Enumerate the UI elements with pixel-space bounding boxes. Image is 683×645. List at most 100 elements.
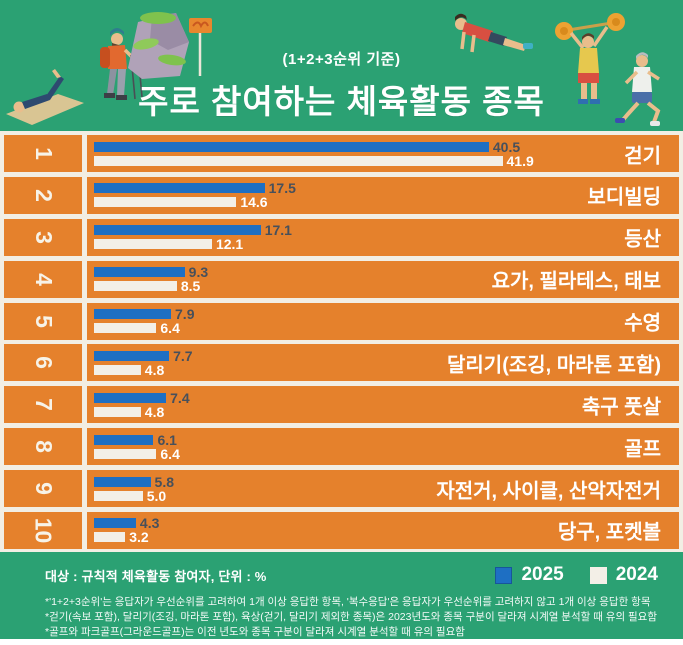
bar-cell: 9.3 8.5 요가, 필라테스, 태보 bbox=[87, 260, 679, 298]
yoga-person-icon bbox=[6, 69, 84, 125]
chart-subtitle: (1+2+3순위 기준) bbox=[282, 51, 401, 68]
bar-2024 bbox=[94, 364, 141, 375]
bar-line-2024: 5.0 bbox=[94, 487, 679, 504]
category-label: 달리기(조깅, 마라톤 포함) bbox=[447, 354, 661, 377]
value-2024: 4.8 bbox=[144, 403, 165, 420]
bar-cell: 6.1 6.4 골프 bbox=[87, 428, 679, 466]
footnote-line: *'1+2+3순위'는 응답자가 우선순위를 고려하여 1개 이상 응답한 항목… bbox=[45, 596, 651, 608]
bar-2025 bbox=[94, 476, 151, 487]
bar-2024 bbox=[94, 197, 237, 208]
value-2024: 6.4 bbox=[160, 320, 180, 336]
rank-number: 4 bbox=[30, 272, 57, 286]
footnote-line: *걷기(속보 포함), 달리기(조깅, 마라톤 포함), 육상(걷기, 달리기 … bbox=[45, 611, 658, 623]
bar-2025 bbox=[94, 518, 136, 529]
value-2024: 14.6 bbox=[240, 194, 268, 211]
rank-cell: 2 bbox=[4, 176, 82, 214]
rank-cell: 4 bbox=[4, 260, 82, 298]
rank-number: 9 bbox=[30, 482, 57, 495]
chart-row: 4 9.3 8.5 요가, 필라테스, 태보 bbox=[4, 260, 679, 298]
bar-line-2025: 7.9 bbox=[94, 306, 679, 322]
bar-line-2025: 40.5 bbox=[94, 138, 679, 155]
bar-2025 bbox=[94, 434, 154, 445]
value-2024: 12.1 bbox=[215, 236, 244, 253]
value-2025: 7.4 bbox=[170, 389, 190, 406]
rank-number: 8 bbox=[30, 440, 57, 454]
bar-line-2025: 17.5 bbox=[94, 181, 679, 195]
bar-cell: 40.5 41.9 걷기 bbox=[87, 135, 679, 172]
bar-cell: 7.9 6.4 수영 bbox=[87, 302, 679, 340]
bar-line-2025: 17.1 bbox=[94, 222, 679, 239]
footnotes: *'1+2+3순위'는 응답자가 우선순위를 고려하여 1개 이상 응답한 항목… bbox=[45, 595, 658, 640]
rank-number: 1 bbox=[30, 147, 57, 160]
rank-number: 5 bbox=[30, 314, 57, 328]
legend-swatch-2025-icon bbox=[495, 566, 513, 584]
category-label: 등산 bbox=[624, 228, 661, 251]
chart-row: 5 7.9 6.4 수영 bbox=[4, 302, 679, 340]
value-2025: 9.3 bbox=[188, 264, 209, 281]
bar-2024 bbox=[94, 532, 126, 543]
bar-2024 bbox=[94, 281, 177, 292]
source-note: 대상 : 규칙적 체육활동 참여자, 단위 : % bbox=[45, 568, 267, 584]
bar-line-2024: 14.6 bbox=[94, 194, 679, 211]
header-illustrations bbox=[6, 12, 661, 126]
category-label: 수영 bbox=[624, 312, 661, 335]
category-label: 요가, 필라테스, 태보 bbox=[491, 270, 661, 293]
value-2025: 7.9 bbox=[175, 306, 195, 322]
bar-2024 bbox=[94, 406, 141, 417]
value-2024: 4.8 bbox=[144, 361, 165, 378]
bar-cell: 5.8 5.0 자전거, 사이클, 산악자전거 bbox=[87, 470, 679, 507]
legend-item-2025: 2025 bbox=[495, 564, 564, 586]
bar-2025 bbox=[94, 267, 185, 278]
value-2025: 17.1 bbox=[264, 222, 292, 239]
bar-cell: 7.7 4.8 달리기(조깅, 마라톤 포함) bbox=[87, 344, 679, 382]
runner-icon bbox=[615, 52, 661, 126]
bar-2024 bbox=[94, 490, 143, 501]
bar-line-2025: 4.3 bbox=[94, 515, 679, 532]
value-2024: 5.0 bbox=[146, 487, 167, 504]
value-2025: 6.1 bbox=[157, 431, 177, 448]
rank-cell: 7 bbox=[4, 386, 82, 424]
chart-row: 9 5.8 5.0 자전거, 사이클, 산악자전거 bbox=[4, 470, 679, 507]
bar-cell: 17.5 14.6 보디빌딩 bbox=[87, 176, 679, 214]
bar-line-2025: 7.7 bbox=[94, 349, 679, 363]
bar-2025 bbox=[94, 183, 265, 194]
bar-line-2024: 12.1 bbox=[94, 236, 679, 253]
bar-2025 bbox=[94, 392, 167, 403]
legend-swatch-2024-icon bbox=[589, 566, 607, 584]
value-2025: 5.8 bbox=[154, 473, 175, 490]
value-2025: 4.3 bbox=[139, 515, 160, 532]
category-label: 축구 풋살 bbox=[581, 396, 661, 419]
pushup-person-icon bbox=[455, 13, 533, 53]
bar-2025 bbox=[94, 309, 172, 319]
rank-cell: 3 bbox=[4, 218, 82, 256]
rank-cell: 5 bbox=[4, 302, 82, 340]
rank-cell: 1 bbox=[4, 135, 82, 172]
value-2025: 40.5 bbox=[492, 138, 521, 155]
chart-title: 주로 참여하는 체육활동 종목 bbox=[138, 83, 545, 120]
bar-line-2024: 3.2 bbox=[94, 529, 679, 546]
footnote-line: *골프와 파크골프(그라운드골프)는 이전 년도와 종목 구분이 달라져 시계열… bbox=[45, 626, 465, 638]
value-2024: 3.2 bbox=[129, 529, 149, 546]
category-label: 골프 bbox=[624, 438, 661, 461]
mountain-rock-icon bbox=[128, 12, 189, 79]
chart-row: 3 17.1 12.1 등산 bbox=[4, 218, 679, 256]
bar-line-2024: 41.9 bbox=[94, 154, 679, 168]
weightlifter-icon bbox=[555, 13, 625, 104]
bar-line-2025: 5.8 bbox=[94, 473, 679, 490]
bar-cell: 17.1 12.1 등산 bbox=[87, 218, 679, 256]
title-block: (1+2+3순위 기준) 주로 참여하는 체육활동 종목 bbox=[0, 48, 683, 123]
category-label: 걷기 bbox=[624, 145, 661, 167]
bar-2024 bbox=[94, 155, 503, 166]
bar-2025 bbox=[94, 141, 489, 152]
footer: 대상 : 규칙적 체육활동 참여자, 단위 : % 2025 2024 *'1+… bbox=[0, 552, 683, 639]
rank-cell: 9 bbox=[4, 470, 82, 507]
chart-row: 1 40.5 41.9 걷기 bbox=[4, 135, 679, 172]
chart-row: 2 17.5 14.6 보디빌딩 bbox=[4, 176, 679, 214]
bar-2024 bbox=[94, 239, 212, 250]
rank-number: 6 bbox=[30, 356, 57, 370]
category-label: 보디빌딩 bbox=[587, 186, 661, 209]
bottom-margin bbox=[0, 639, 683, 645]
bar-line-2024: 6.4 bbox=[94, 320, 679, 336]
value-2024: 6.4 bbox=[160, 445, 180, 462]
